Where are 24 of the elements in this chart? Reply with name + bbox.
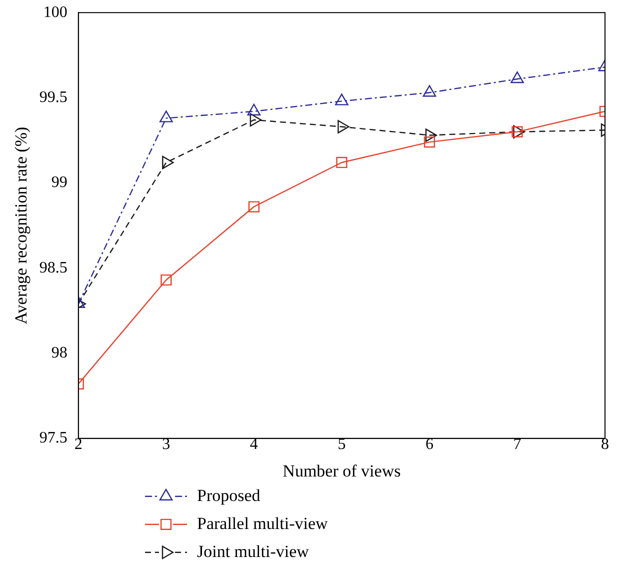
x-tick-label: 4	[250, 436, 258, 454]
point	[248, 201, 260, 212]
point	[247, 104, 261, 116]
x-axis-title: Number of views	[282, 461, 401, 480]
point	[335, 94, 348, 106]
y-tick-label: 98.5	[39, 259, 68, 276]
legend-label: Parallel multi-view	[197, 514, 328, 533]
point	[336, 156, 348, 168]
point	[338, 120, 350, 134]
y-tick-label: 97.5	[39, 430, 68, 447]
x-tick-label: 2	[74, 436, 82, 454]
y-tick-label: 100	[43, 4, 68, 21]
point	[422, 85, 436, 97]
legend-label: Proposed	[197, 486, 261, 505]
y-tick-label: 99.5	[39, 88, 68, 106]
point	[250, 113, 262, 127]
y-tick-label: 98	[51, 344, 68, 362]
point	[510, 71, 524, 84]
x-tick-label: 8	[601, 436, 609, 454]
y-tick-label: 99	[51, 174, 68, 192]
legend-label: Joint multi-view	[197, 542, 310, 561]
point	[424, 136, 436, 148]
point	[162, 156, 174, 170]
y-axis-title: Average recognition rate (%)	[12, 126, 31, 324]
